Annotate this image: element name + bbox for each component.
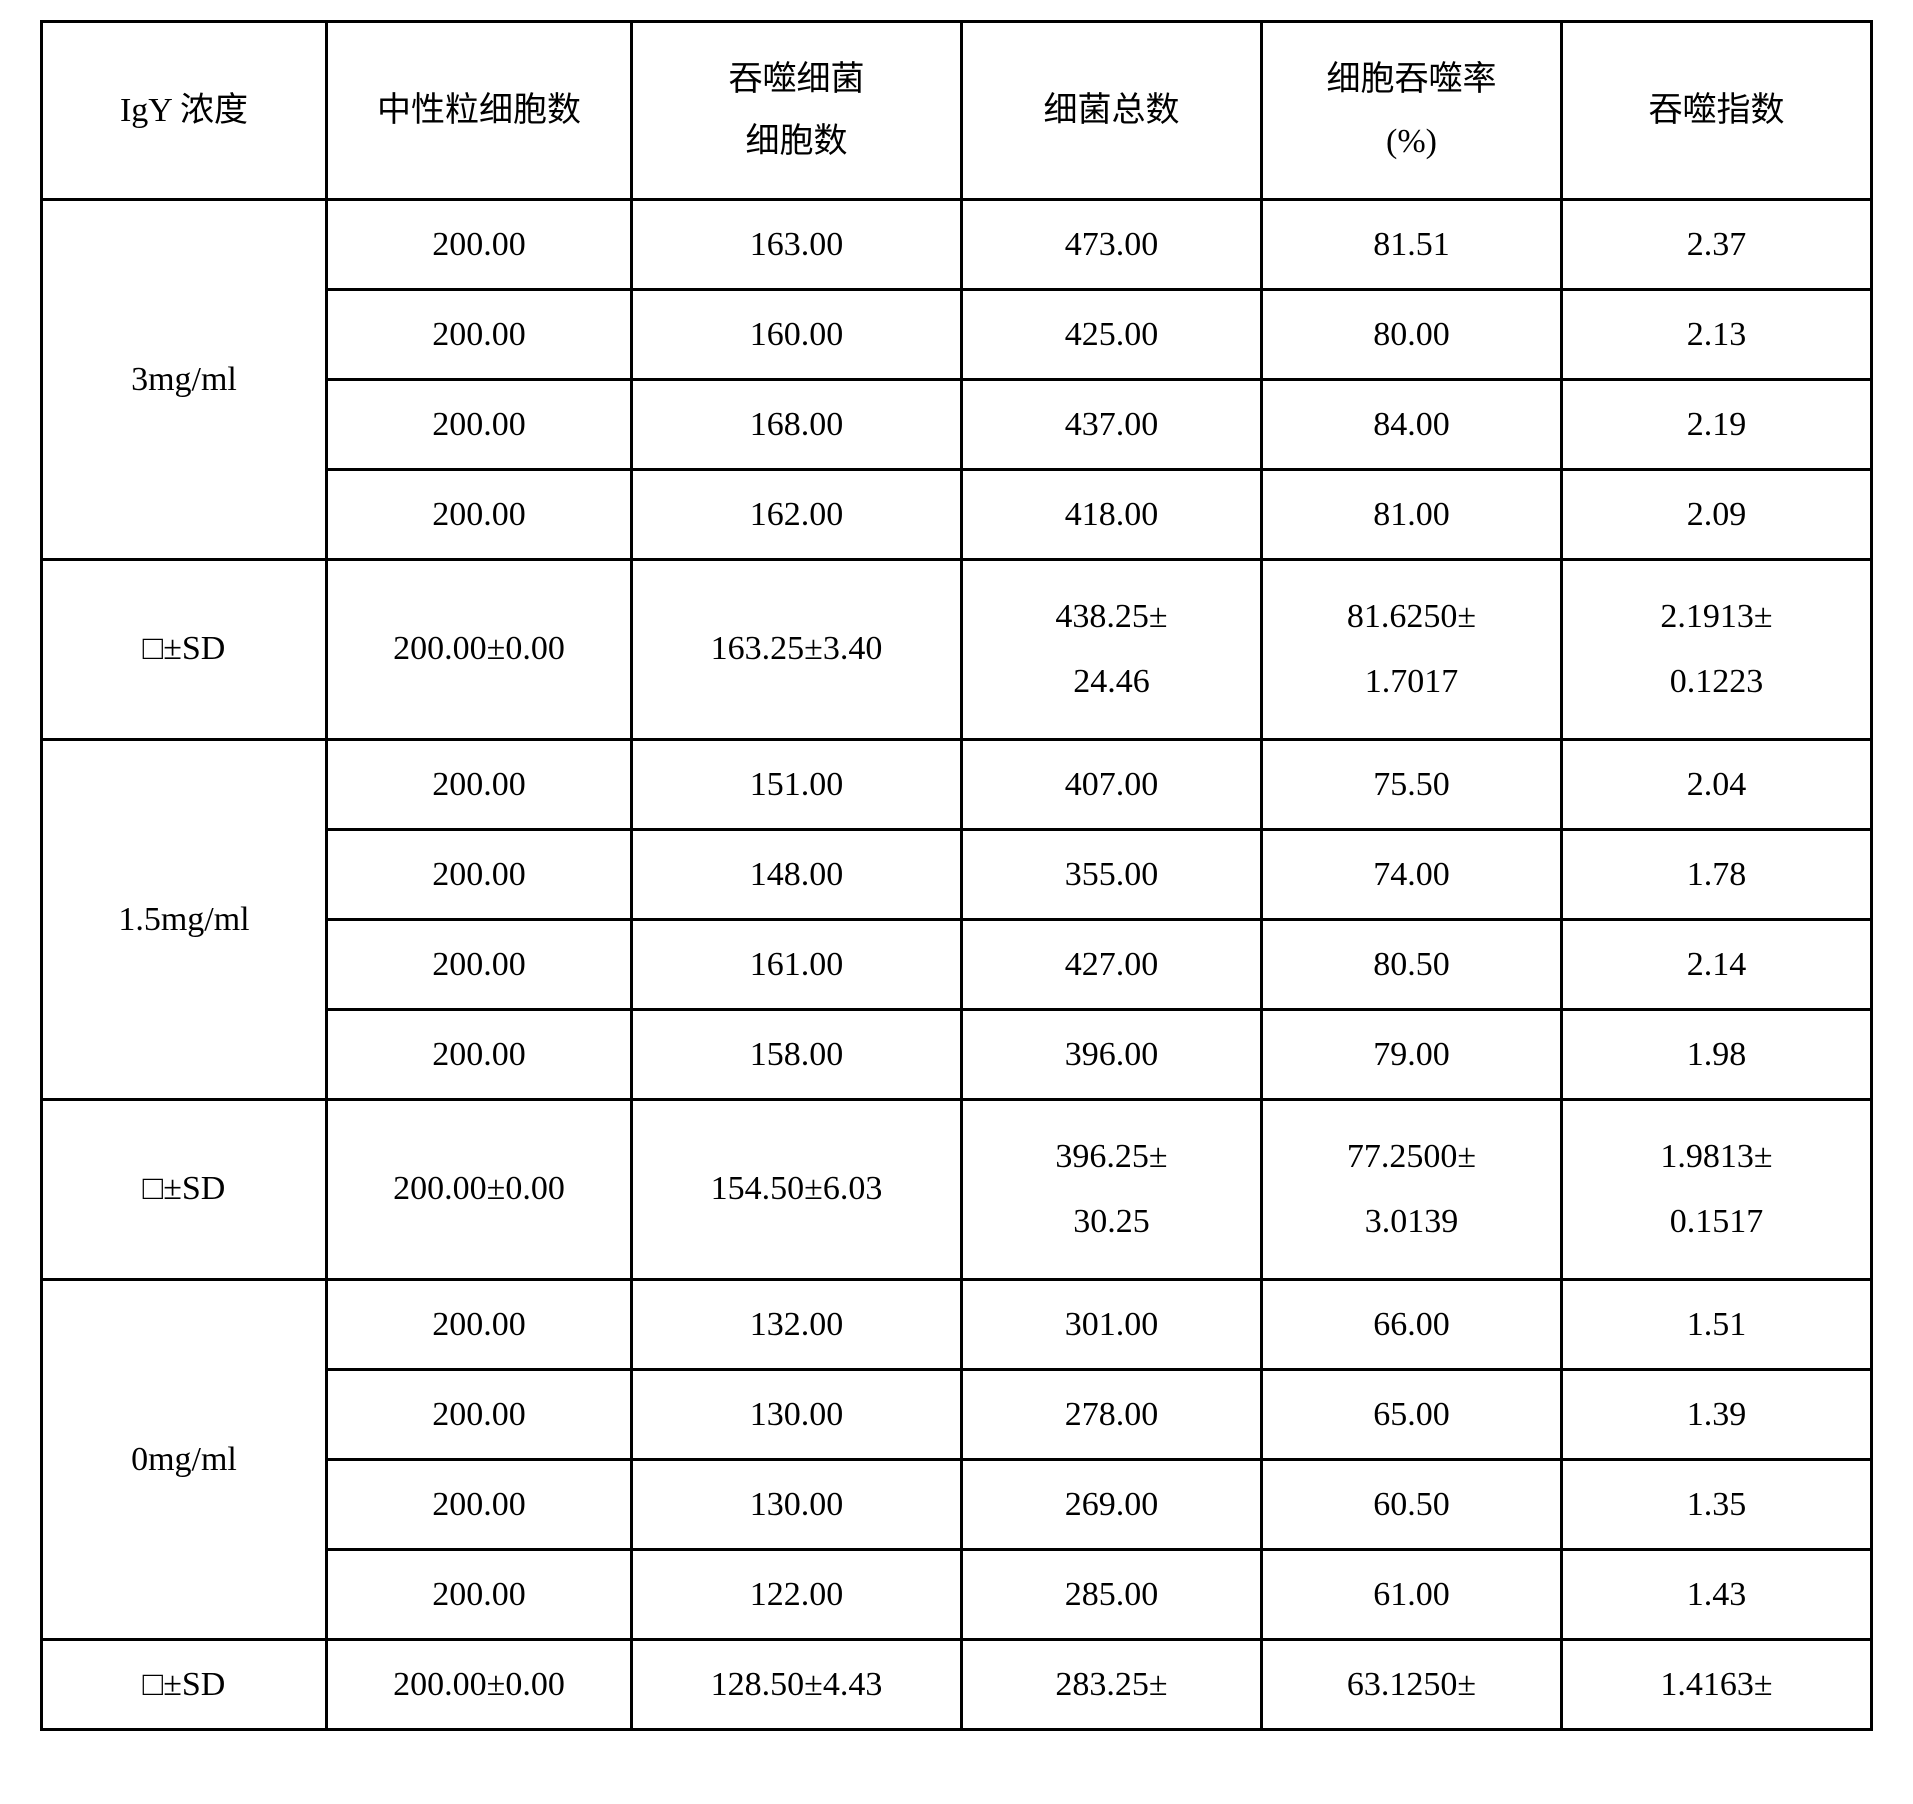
cell: 200.00: [327, 830, 632, 920]
cell: 396.00: [962, 1010, 1262, 1100]
cell: 163.00: [632, 200, 962, 290]
cell: 200.00: [327, 1010, 632, 1100]
group-label: 1.5mg/ml: [42, 740, 327, 1100]
cell: 407.00: [962, 740, 1262, 830]
cell: 61.00: [1262, 1550, 1562, 1640]
cell: 79.00: [1262, 1010, 1562, 1100]
cell: 122.00: [632, 1550, 962, 1640]
cell: 2.1913±0.1223: [1562, 560, 1872, 740]
sd-label: □±SD: [42, 560, 327, 740]
table-row: 1.5mg/ml 200.00 151.00 407.00 75.50 2.04: [42, 740, 1872, 830]
cell: 161.00: [632, 920, 962, 1010]
cell: 80.00: [1262, 290, 1562, 380]
cell: 1.39: [1562, 1370, 1872, 1460]
cell: 168.00: [632, 380, 962, 470]
cell: 1.78: [1562, 830, 1872, 920]
col-header: 细胞吞噬率(%): [1262, 22, 1562, 200]
cell: 200.00: [327, 470, 632, 560]
cell: 200.00: [327, 1550, 632, 1640]
cell: 75.50: [1262, 740, 1562, 830]
cell: 1.9813±0.1517: [1562, 1100, 1872, 1280]
sd-row: □±SD 200.00±0.00 163.25±3.40 438.25±24.4…: [42, 560, 1872, 740]
cell: 81.6250±1.7017: [1262, 560, 1562, 740]
cell: 2.13: [1562, 290, 1872, 380]
cell: 437.00: [962, 380, 1262, 470]
cell: 1.51: [1562, 1280, 1872, 1370]
cell: 132.00: [632, 1280, 962, 1370]
sd-label: □±SD: [42, 1100, 327, 1280]
cell: 65.00: [1262, 1370, 1562, 1460]
cell: 1.98: [1562, 1010, 1872, 1100]
cell: 128.50±4.43: [632, 1640, 962, 1730]
cell: 2.37: [1562, 200, 1872, 290]
cell: 425.00: [962, 290, 1262, 380]
cell: 160.00: [632, 290, 962, 380]
sd-label: □±SD: [42, 1640, 327, 1730]
sd-row: □±SD 200.00±0.00 154.50±6.03 396.25±30.2…: [42, 1100, 1872, 1280]
cell: 163.25±3.40: [632, 560, 962, 740]
cell: 148.00: [632, 830, 962, 920]
cell: 285.00: [962, 1550, 1262, 1640]
cell: 2.09: [1562, 470, 1872, 560]
cell: 473.00: [962, 200, 1262, 290]
cell: 200.00: [327, 200, 632, 290]
table-row: 0mg/ml 200.00 132.00 301.00 66.00 1.51: [42, 1280, 1872, 1370]
cell: 130.00: [632, 1370, 962, 1460]
cell: 154.50±6.03: [632, 1100, 962, 1280]
cell: 301.00: [962, 1280, 1262, 1370]
col-header: 吞噬细菌细胞数: [632, 22, 962, 200]
data-table: IgY 浓度 中性粒细胞数 吞噬细菌细胞数 细菌总数 细胞吞噬率(%) 吞噬指数…: [40, 20, 1873, 1731]
cell: 63.1250±: [1262, 1640, 1562, 1730]
cell: 1.43: [1562, 1550, 1872, 1640]
cell: 81.00: [1262, 470, 1562, 560]
cell: 84.00: [1262, 380, 1562, 470]
cell: 74.00: [1262, 830, 1562, 920]
cell: 200.00: [327, 1460, 632, 1550]
cell: 200.00±0.00: [327, 560, 632, 740]
cell: 427.00: [962, 920, 1262, 1010]
cell: 2.19: [1562, 380, 1872, 470]
table-header-row: IgY 浓度 中性粒细胞数 吞噬细菌细胞数 细菌总数 细胞吞噬率(%) 吞噬指数: [42, 22, 1872, 200]
cell: 1.4163±: [1562, 1640, 1872, 1730]
cell: 66.00: [1262, 1280, 1562, 1370]
cell: 418.00: [962, 470, 1262, 560]
col-header: 中性粒细胞数: [327, 22, 632, 200]
col-header: 细菌总数: [962, 22, 1262, 200]
cell: 200.00±0.00: [327, 1640, 632, 1730]
cell: 60.50: [1262, 1460, 1562, 1550]
cell: 200.00: [327, 920, 632, 1010]
cell: 200.00: [327, 740, 632, 830]
col-header: IgY 浓度: [42, 22, 327, 200]
cell: 438.25±24.46: [962, 560, 1262, 740]
cell: 151.00: [632, 740, 962, 830]
cell: 1.35: [1562, 1460, 1872, 1550]
cell: 200.00: [327, 1280, 632, 1370]
table-row: 3mg/ml 200.00 163.00 473.00 81.51 2.37: [42, 200, 1872, 290]
cell: 200.00±0.00: [327, 1100, 632, 1280]
cell: 81.51: [1262, 200, 1562, 290]
cell: 2.04: [1562, 740, 1872, 830]
cell: 77.2500±3.0139: [1262, 1100, 1562, 1280]
cell: 278.00: [962, 1370, 1262, 1460]
cell: 80.50: [1262, 920, 1562, 1010]
cell: 200.00: [327, 1370, 632, 1460]
sd-row: □±SD 200.00±0.00 128.50±4.43 283.25± 63.…: [42, 1640, 1872, 1730]
cell: 200.00: [327, 290, 632, 380]
cell: 269.00: [962, 1460, 1262, 1550]
group-label: 0mg/ml: [42, 1280, 327, 1640]
col-header: 吞噬指数: [1562, 22, 1872, 200]
cell: 200.00: [327, 380, 632, 470]
cell: 130.00: [632, 1460, 962, 1550]
cell: 283.25±: [962, 1640, 1262, 1730]
cell: 2.14: [1562, 920, 1872, 1010]
cell: 396.25±30.25: [962, 1100, 1262, 1280]
cell: 162.00: [632, 470, 962, 560]
group-label: 3mg/ml: [42, 200, 327, 560]
cell: 158.00: [632, 1010, 962, 1100]
cell: 355.00: [962, 830, 1262, 920]
